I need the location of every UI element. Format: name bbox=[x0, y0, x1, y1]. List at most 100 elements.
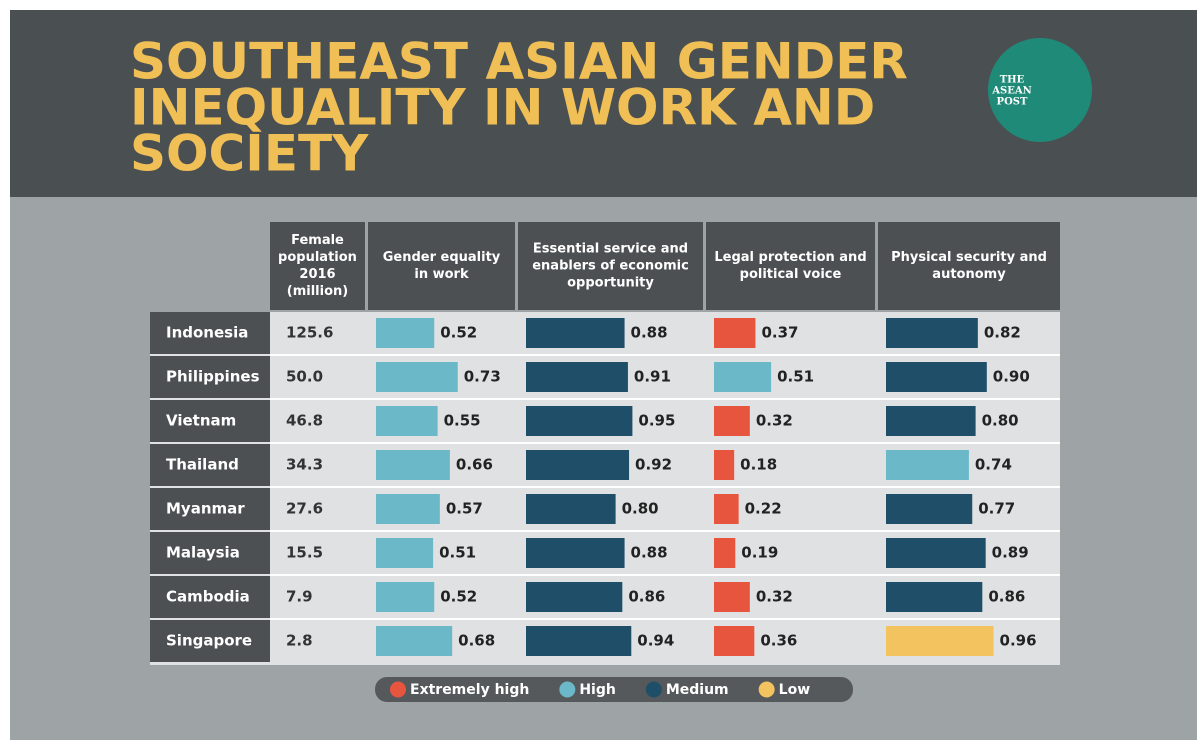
score-bar bbox=[376, 494, 440, 524]
score-label: 0.32 bbox=[756, 412, 793, 430]
legend-label: Low bbox=[779, 682, 811, 698]
score-bar bbox=[526, 450, 630, 480]
row-label-cell bbox=[150, 576, 270, 618]
score-label: 0.66 bbox=[456, 456, 493, 474]
score-bar bbox=[376, 450, 450, 480]
score-bar bbox=[886, 362, 987, 392]
column-header-text: autonomy bbox=[932, 267, 1006, 282]
score-bar bbox=[886, 538, 986, 568]
column-header-text: Essential service and bbox=[533, 242, 688, 257]
population: 27.6 bbox=[286, 500, 323, 518]
legend-label: High bbox=[579, 682, 616, 698]
score-bar bbox=[714, 582, 750, 612]
column-header-text: enablers of economic bbox=[532, 259, 689, 274]
row-label-cell bbox=[150, 444, 270, 486]
legend-swatch bbox=[559, 681, 576, 698]
score-label: 0.95 bbox=[638, 412, 675, 430]
score-bar bbox=[526, 362, 628, 392]
country: Vietnam bbox=[166, 412, 236, 430]
logo-text: THE bbox=[1000, 75, 1025, 86]
score-label: 0.82 bbox=[984, 324, 1021, 342]
column-header bbox=[878, 222, 1060, 310]
population: 15.5 bbox=[286, 544, 323, 562]
population: 34.3 bbox=[286, 456, 323, 474]
score-label: 0.96 bbox=[1000, 632, 1037, 650]
score-label: 0.77 bbox=[978, 500, 1015, 518]
score-label: 0.19 bbox=[741, 544, 778, 562]
title-line: INEQUALITY IN WORK AND bbox=[130, 79, 875, 137]
score-label: 0.80 bbox=[622, 500, 659, 518]
column-header-text: 2016 bbox=[299, 267, 335, 282]
column-header-text: population bbox=[278, 250, 357, 265]
score-bar bbox=[714, 494, 739, 524]
score-label: 0.74 bbox=[975, 456, 1012, 474]
score-bar bbox=[526, 626, 632, 656]
score-bar bbox=[714, 318, 756, 348]
score-bar bbox=[886, 318, 978, 348]
legend-swatch bbox=[758, 681, 775, 698]
column-header-text: Physical security and bbox=[891, 250, 1047, 265]
column-header-text: political voice bbox=[740, 267, 842, 282]
score-label: 0.18 bbox=[740, 456, 777, 474]
legend-box bbox=[375, 677, 853, 702]
logo-text: ASEAN bbox=[991, 86, 1032, 97]
score-label: 0.52 bbox=[440, 324, 477, 342]
score-bar bbox=[376, 406, 438, 436]
score-label: 0.88 bbox=[631, 324, 668, 342]
population: 50.0 bbox=[286, 368, 323, 386]
score-label: 0.90 bbox=[993, 368, 1030, 386]
score-label: 0.55 bbox=[444, 412, 481, 430]
row-label-cell bbox=[150, 400, 270, 442]
country: Thailand bbox=[166, 456, 239, 474]
column-header bbox=[368, 222, 515, 310]
country: Myanmar bbox=[166, 500, 245, 518]
score-bar bbox=[714, 406, 750, 436]
title-line: SOUTHEAST ASIAN GENDER bbox=[130, 33, 908, 91]
logo bbox=[988, 38, 1092, 142]
score-label: 0.73 bbox=[464, 368, 501, 386]
score-bar bbox=[526, 538, 625, 568]
column-header bbox=[518, 222, 703, 310]
score-bar bbox=[714, 626, 755, 656]
score-bar bbox=[886, 406, 976, 436]
logo-text: POST bbox=[997, 97, 1028, 108]
score-label: 0.51 bbox=[777, 368, 814, 386]
score-label: 0.68 bbox=[458, 632, 495, 650]
population: 46.8 bbox=[286, 412, 323, 430]
score-label: 0.86 bbox=[628, 588, 665, 606]
country: Cambodia bbox=[166, 588, 250, 606]
score-bar bbox=[376, 626, 453, 656]
legend-swatch bbox=[390, 681, 406, 698]
column-header-text: Gender equality bbox=[383, 250, 501, 265]
row-label-cell bbox=[150, 488, 270, 530]
column-header-text: Female bbox=[291, 233, 344, 248]
column-header-text: Legal protection and bbox=[714, 250, 866, 265]
score-label: 0.91 bbox=[634, 368, 671, 386]
score-label: 0.92 bbox=[635, 456, 672, 474]
score-label: 0.22 bbox=[745, 500, 782, 518]
score-bar bbox=[714, 362, 772, 392]
title-line: SOCIETY bbox=[130, 125, 369, 183]
column-header bbox=[706, 222, 875, 310]
score-label: 0.36 bbox=[760, 632, 797, 650]
column-header-text: opportunity bbox=[567, 276, 654, 291]
score-bar bbox=[376, 582, 435, 612]
country: Singapore bbox=[166, 632, 252, 650]
score-label: 0.88 bbox=[631, 544, 668, 562]
score-label: 0.37 bbox=[761, 324, 798, 342]
country: Indonesia bbox=[166, 324, 248, 342]
score-bar bbox=[526, 406, 633, 436]
legend-label: Medium bbox=[666, 682, 729, 698]
population: 125.6 bbox=[286, 324, 333, 342]
score-bar bbox=[376, 362, 458, 392]
score-bar bbox=[526, 318, 625, 348]
score-bar bbox=[526, 494, 616, 524]
population: 2.8 bbox=[286, 632, 313, 650]
score-label: 0.86 bbox=[988, 588, 1025, 606]
score-label: 0.32 bbox=[756, 588, 793, 606]
column-header bbox=[270, 222, 365, 310]
population: 7.9 bbox=[286, 588, 313, 606]
score-bar bbox=[886, 626, 994, 656]
score-bar bbox=[714, 450, 735, 480]
